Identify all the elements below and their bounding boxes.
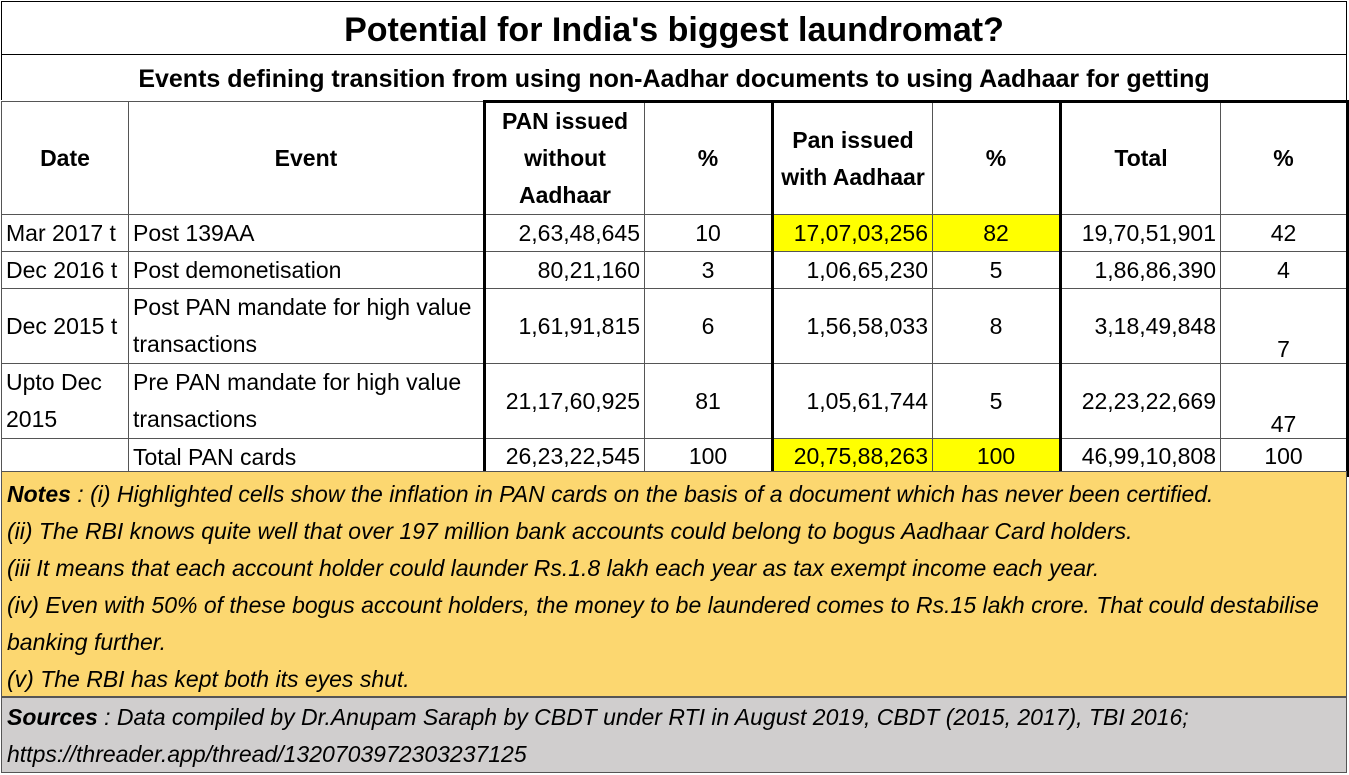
cell-pan-without: 2,63,48,645 [483,214,645,252]
cell-total: 22,23,22,669 [1059,363,1221,439]
cell-percent-total: 47 [1220,363,1349,439]
cell-percent-total: 42 [1220,214,1349,252]
cell-date: Dec 2016 t [1,251,129,289]
header-pan-without-aadhaar: PAN issued without Aadhaar [483,100,645,215]
cell-date [1,438,129,476]
cell-percent-total: 4 [1220,251,1349,289]
cell-pan-with-highlighted: 20,75,88,263 [771,438,933,477]
cell-percent-with: 5 [932,251,1061,289]
cell-percent-with-highlighted: 82 [932,214,1061,252]
cell-date: Upto Dec 2015 [1,363,129,439]
cell-percent-with: 8 [932,288,1061,364]
notes-panel: Notes : (i) Highlighted cells show the i… [1,471,1347,697]
table-row: Mar 2017 t Post 139AA 2,63,48,645 10 17,… [1,214,1349,252]
cell-pan-without: 1,61,91,815 [483,288,645,364]
header-percent-without: % [644,100,773,215]
sources-link[interactable]: https://threader.app/thread/132070397230… [7,741,527,767]
cell-total: 46,99,10,808 [1059,438,1221,477]
cell-pan-with: 1,06,65,230 [771,251,933,289]
header-pan-with-aadhaar: Pan issued with Aadhaar [771,100,933,215]
cell-total: 1,86,86,390 [1059,251,1221,289]
cell-date: Dec 2015 t [1,288,129,364]
cell-event: Total PAN cards [128,438,485,476]
table-header-row: Date Event PAN issued without Aadhaar % … [1,100,1349,215]
table-row: Upto Dec 2015 Pre PAN mandate for high v… [1,363,1349,439]
cell-date: Mar 2017 t [1,214,129,252]
cell-event: Post 139AA [128,214,485,252]
table-row: Dec 2015 t Post PAN mandate for high val… [1,288,1349,364]
cell-percent-without: 81 [644,363,773,439]
cell-percent-with: 5 [932,363,1061,439]
cell-pan-without: 26,23,22,545 [483,438,645,477]
pan-data-table: Date Event PAN issued without Aadhaar % … [1,100,1349,477]
cell-percent-without: 6 [644,288,773,364]
note-line-4: (iv) Even with 50% of these bogus accoun… [7,592,1319,655]
cell-pan-without: 21,17,60,925 [483,363,645,439]
cell-total: 3,18,49,848 [1059,288,1221,364]
cell-event: Post PAN mandate for high value transact… [128,288,485,364]
header-total: Total [1059,100,1221,215]
cell-event: Pre PAN mandate for high value transacti… [128,363,485,439]
header-percent-total: % [1220,100,1349,215]
page-subtitle: Events defining transition from using no… [1,55,1347,100]
sources-text: : Data compiled by Dr.Anupam Saraph by C… [97,704,1189,730]
table-row-total: Total PAN cards 26,23,22,545 100 20,75,8… [1,438,1349,477]
header-event: Event [128,101,485,215]
sources-line: Sources : Data compiled by Dr.Anupam Sar… [7,699,1341,736]
cell-pan-without: 80,21,160 [483,251,645,289]
sources-panel: Sources : Data compiled by Dr.Anupam Sar… [1,697,1347,773]
cell-pan-with: 1,56,58,033 [771,288,933,364]
page-title: Potential for India's biggest laundromat… [1,1,1347,55]
cell-percent-without: 100 [644,438,773,477]
cell-pan-with-highlighted: 17,07,03,256 [771,214,933,252]
cell-event: Post demonetisation [128,251,485,289]
cell-percent-total: 7 [1220,288,1349,364]
header-date: Date [1,101,129,215]
note-line-5: (v) The RBI has kept both its eyes shut. [7,666,410,692]
table-row: Dec 2016 t Post demonetisation 80,21,160… [1,251,1349,289]
cell-percent-without: 3 [644,251,773,289]
note-line-2: (ii) The RBI knows quite well that over … [7,518,1133,544]
cell-percent-with-highlighted: 100 [932,438,1061,477]
cell-total: 19,70,51,901 [1059,214,1221,252]
note-line-1: Notes : (i) Highlighted cells show the i… [7,476,1341,513]
header-percent-with: % [932,100,1061,215]
note-line-3: (iii It means that each account holder c… [7,555,1100,581]
note-text-1: : (i) Highlighted cells show the inflati… [70,481,1214,507]
cell-percent-total: 100 [1220,438,1349,477]
cell-percent-without: 10 [644,214,773,252]
cell-pan-with: 1,05,61,744 [771,363,933,439]
notes-label: Notes [7,481,71,507]
sources-label: Sources [7,704,98,730]
